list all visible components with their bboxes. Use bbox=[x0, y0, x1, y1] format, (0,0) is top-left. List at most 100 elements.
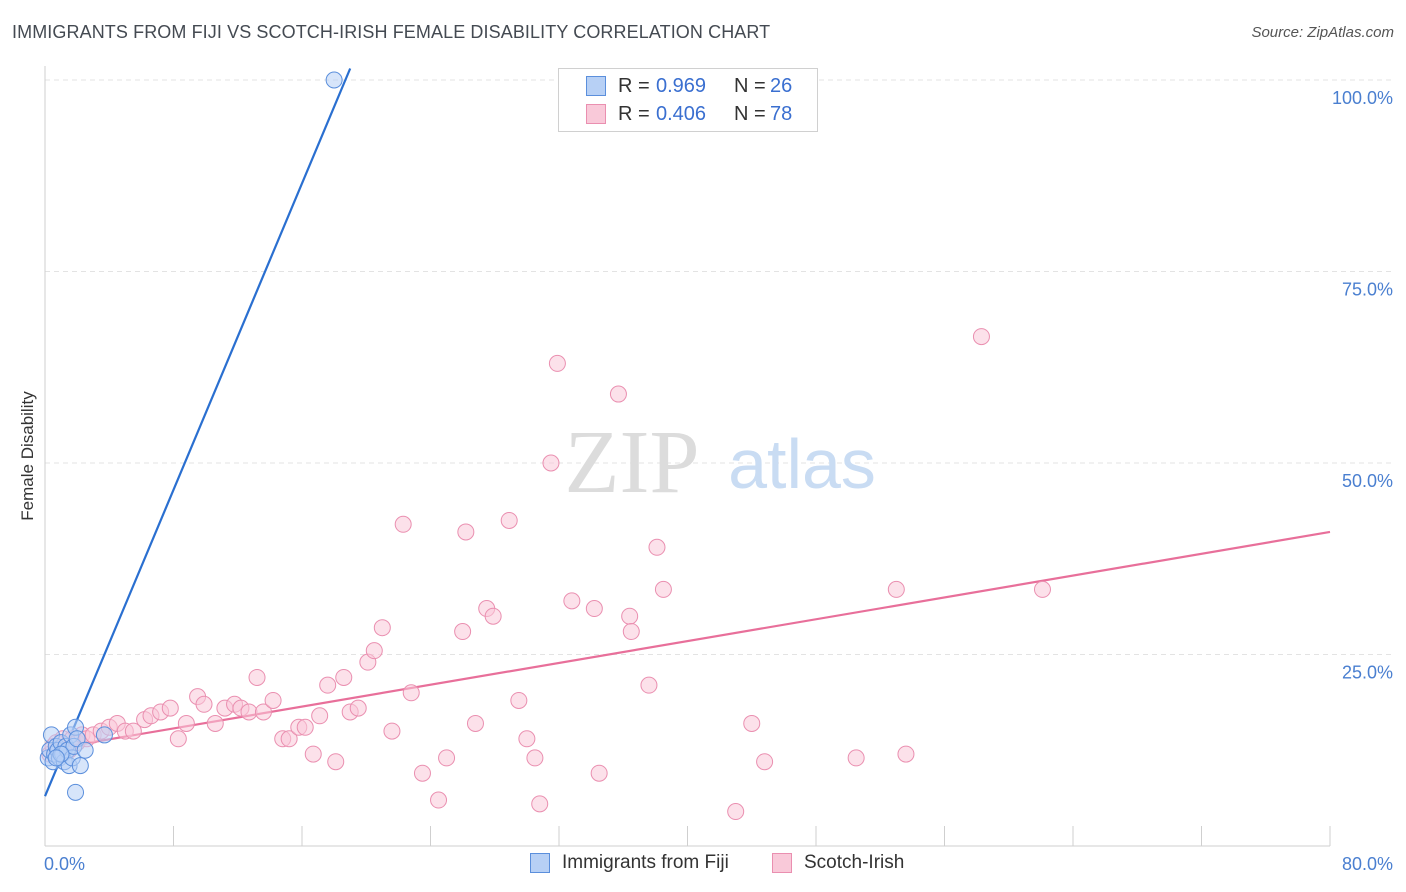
watermark: ZIP atlas bbox=[565, 413, 876, 512]
scotch-irish-point bbox=[563, 592, 581, 610]
chart-title: IMMIGRANTS FROM FIJI VS SCOTCH-IRISH FEM… bbox=[12, 22, 771, 42]
data-points bbox=[39, 71, 1051, 821]
scotch-irish-point bbox=[585, 600, 603, 618]
y-tick-label: 25.0% bbox=[1342, 663, 1393, 683]
scotch-irish-point bbox=[727, 803, 745, 821]
scotch-irish-point bbox=[526, 749, 544, 767]
scotch-swatch bbox=[586, 104, 606, 124]
scotch-irish-point bbox=[161, 699, 179, 717]
n-value: 78 bbox=[770, 102, 793, 125]
legend-item-fiji: Immigrants from Fiji bbox=[530, 852, 729, 874]
scotch-irish-point bbox=[609, 385, 627, 403]
scotch-irish-point bbox=[887, 580, 905, 598]
scotch-irish-point bbox=[457, 523, 475, 541]
scotch-irish-point bbox=[240, 703, 258, 721]
correlation-legend: R = 0.969 N = 26 R = 0.406 N = 78 bbox=[558, 68, 818, 132]
scotch-irish-point bbox=[394, 515, 412, 533]
n-label: N = bbox=[734, 102, 766, 125]
scotch-irish-point bbox=[195, 695, 213, 713]
scotch-irish-point bbox=[621, 607, 639, 625]
tick-labels: 25.0% 50.0% 75.0% 100.0% 0.0% 80.0% bbox=[44, 88, 1393, 874]
scotch-irish-point bbox=[500, 511, 518, 529]
r-label: R = bbox=[618, 102, 650, 125]
axes bbox=[44, 66, 1331, 847]
fiji-point bbox=[95, 726, 113, 744]
scotch-irish-point bbox=[311, 707, 329, 725]
scotch-irish-point bbox=[373, 619, 391, 637]
scotch-irish-point bbox=[248, 668, 266, 686]
scotch-irish-point bbox=[542, 454, 560, 472]
scotch-irish-point bbox=[177, 714, 195, 732]
grid-lines bbox=[45, 79, 1394, 655]
scotch-irish-point bbox=[1033, 580, 1051, 598]
r-value: 0.969 bbox=[656, 74, 707, 97]
scotch-irish-point bbox=[169, 730, 187, 748]
r-label: R = bbox=[618, 74, 650, 97]
scotch-irish-point bbox=[304, 745, 322, 763]
fiji-point bbox=[68, 730, 86, 748]
scotch-irish-point bbox=[654, 580, 672, 598]
scotch-irish-point bbox=[327, 753, 345, 771]
n-label: N = bbox=[734, 74, 766, 97]
scotch-irish-point bbox=[206, 714, 224, 732]
scotch-irish-point bbox=[365, 642, 383, 660]
scotch-irish-point bbox=[622, 623, 640, 641]
legend-row-fiji: R = 0.969 N = 26 bbox=[559, 74, 792, 98]
fiji-swatch bbox=[586, 76, 606, 96]
y-tick-label: 75.0% bbox=[1342, 280, 1393, 300]
y-tick-label: 100.0% bbox=[1332, 88, 1393, 108]
legend-label-scotch: Scotch-Irish bbox=[804, 852, 905, 873]
scotch-irish-point bbox=[484, 607, 502, 625]
scotch-irish-point bbox=[383, 722, 401, 740]
scotch-irish-point bbox=[548, 354, 566, 372]
fiji-swatch bbox=[530, 853, 550, 873]
fiji-point bbox=[76, 741, 94, 759]
scotch-irish-point bbox=[335, 668, 353, 686]
y-tick-label: 50.0% bbox=[1342, 471, 1393, 491]
scotch-irish-point bbox=[466, 714, 484, 732]
legend-label-fiji: Immigrants from Fiji bbox=[562, 852, 729, 873]
scotch-irish-point bbox=[254, 703, 272, 721]
scotch-irish-point bbox=[743, 714, 761, 732]
scotch-irish-point bbox=[531, 795, 549, 813]
r-value: 0.406 bbox=[656, 102, 707, 125]
fiji-point bbox=[67, 783, 85, 801]
scotch-irish-point bbox=[349, 699, 367, 717]
scotch-irish-point bbox=[510, 691, 528, 709]
series-legend: Immigrants from Fiji Scotch-Irish bbox=[0, 852, 1406, 878]
scotch-irish-point bbox=[264, 691, 282, 709]
scotch-irish-point bbox=[590, 764, 608, 782]
x-tick-label: 80.0% bbox=[1342, 854, 1393, 874]
y-axis-label: Female Disability bbox=[18, 391, 37, 521]
chart-source: Source: ZipAtlas.com bbox=[1251, 24, 1394, 41]
scotch-irish-point bbox=[296, 718, 314, 736]
scotch-swatch bbox=[772, 853, 792, 873]
scotch-irish-point bbox=[518, 730, 536, 748]
scotch-irish-point bbox=[430, 791, 448, 809]
watermark-zip: ZIP bbox=[565, 413, 700, 512]
watermark-atlas: atlas bbox=[728, 425, 876, 503]
scotch-irish-point bbox=[402, 684, 420, 702]
scotch-irish-point bbox=[847, 749, 865, 767]
scotch-irish-point bbox=[454, 623, 472, 641]
n-value: 26 bbox=[770, 74, 793, 97]
fiji-point bbox=[47, 749, 65, 767]
fiji-trend-line bbox=[43, 68, 352, 797]
scotch-irish-point bbox=[648, 538, 666, 556]
scotch-irish-trend-line bbox=[44, 530, 1331, 752]
scotch-irish-point bbox=[438, 749, 456, 767]
scotch-irish-point bbox=[124, 722, 142, 740]
legend-item-scotch: Scotch-Irish bbox=[772, 852, 904, 874]
scotch-irish-point bbox=[280, 730, 298, 748]
scotch-irish-point bbox=[640, 676, 658, 694]
scotch-irish-point bbox=[897, 745, 915, 763]
fiji-point bbox=[325, 71, 343, 89]
x-tick-label: 0.0% bbox=[44, 854, 85, 874]
scotch-irish-point bbox=[319, 676, 337, 694]
scotch-irish-point bbox=[756, 753, 774, 771]
fiji-point bbox=[71, 757, 89, 775]
scotch-irish-point bbox=[413, 764, 431, 782]
scotch-irish-point bbox=[972, 328, 990, 346]
legend-row-scotch: R = 0.406 N = 78 bbox=[559, 102, 792, 126]
